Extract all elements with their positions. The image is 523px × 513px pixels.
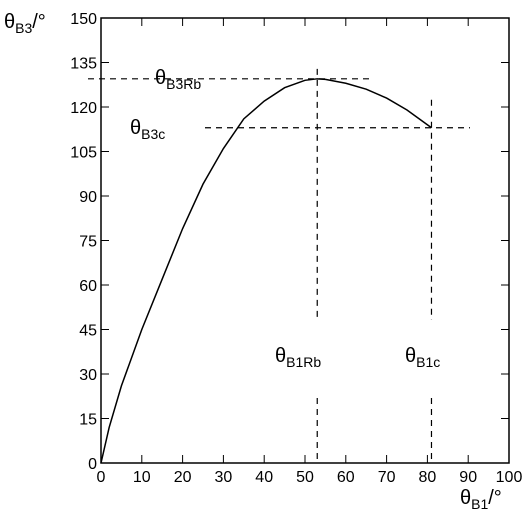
subscript: B3c <box>141 126 165 142</box>
x-tick-label: 20 <box>174 469 192 486</box>
subscript: B3 <box>15 20 32 36</box>
subscript: B3Rb <box>166 76 201 92</box>
y-tick-label: 45 <box>79 323 97 340</box>
x-tick-label: 40 <box>255 469 273 486</box>
y-axis-label: θB3/° <box>4 11 46 36</box>
symbol: θ <box>130 117 141 139</box>
subscript: B1c <box>416 354 440 370</box>
reference-x-label: θB1Rb <box>275 345 321 370</box>
unit: /° <box>32 11 46 33</box>
unit: /° <box>488 487 502 509</box>
x-tick-label: 50 <box>296 469 314 486</box>
y-tick-label: 105 <box>70 145 97 162</box>
x-tick-label: 60 <box>337 469 355 486</box>
x-tick-label: 0 <box>97 469 106 486</box>
symbol: θ <box>4 11 15 33</box>
x-axis-label: θB1/° <box>460 487 502 512</box>
subscript: B1Rb <box>286 354 321 370</box>
symbol: θ <box>155 67 166 89</box>
x-tick-label: 80 <box>419 469 437 486</box>
x-tick-label: 30 <box>215 469 233 486</box>
y-tick-label: 30 <box>79 367 97 384</box>
y-tick-label: 135 <box>70 56 97 73</box>
x-tick-label: 10 <box>133 469 151 486</box>
y-tick-label: 75 <box>79 234 97 251</box>
data-line <box>100 78 432 464</box>
reference-y-label: θB3c <box>130 117 165 142</box>
y-tick-label: 0 <box>88 456 97 473</box>
x-tick-label: 90 <box>459 469 477 486</box>
reference-y-label: θB3Rb <box>155 67 201 92</box>
reference-x-label: θB1c <box>405 345 440 370</box>
y-tick-label: 15 <box>79 412 97 429</box>
y-tick-label: 150 <box>70 11 97 28</box>
y-tick-label: 90 <box>79 189 97 206</box>
symbol: θ <box>460 487 471 509</box>
subscript: B1 <box>471 496 488 512</box>
symbol: θ <box>405 345 416 367</box>
y-tick-label: 120 <box>70 100 97 117</box>
x-tick-label: 100 <box>496 469 523 486</box>
symbol: θ <box>275 345 286 367</box>
y-tick-label: 60 <box>79 278 97 295</box>
x-tick-label: 70 <box>378 469 396 486</box>
